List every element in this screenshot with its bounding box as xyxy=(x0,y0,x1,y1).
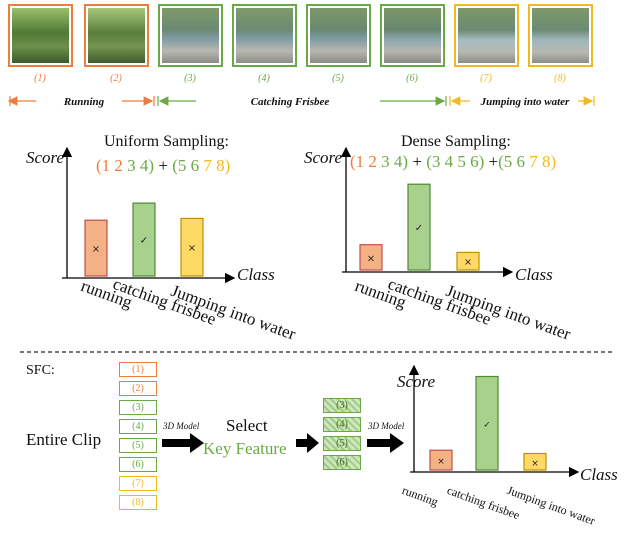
entire-clip-label: Entire Clip xyxy=(26,430,102,449)
model-label-1: 3D Model xyxy=(163,421,200,431)
sfc-chart: × ✓ × xyxy=(408,364,580,478)
check-icon: ✓ xyxy=(140,236,148,247)
frame-image xyxy=(458,8,515,63)
section-divider xyxy=(20,351,615,353)
clip-box: (2) xyxy=(119,381,157,396)
uniform-sequence: (1 2 3 4) + (5 6 7 8) xyxy=(96,156,230,176)
segment-label-jumping: Jumping into water xyxy=(480,96,570,108)
frame-label: (2) xyxy=(110,73,122,84)
bar-jumping xyxy=(456,251,480,271)
bar-running xyxy=(359,244,383,271)
uniform-chart: × ✓ × xyxy=(61,146,236,284)
segment-label-running: Running xyxy=(63,96,105,108)
clip-box: (4) xyxy=(119,419,157,434)
frame-image xyxy=(384,8,441,63)
frame-label: (8) xyxy=(554,73,566,84)
clip-box: (8) xyxy=(119,495,157,510)
sequence-token: (1 2 xyxy=(350,152,382,171)
arrow-icon xyxy=(367,433,404,453)
video-frame xyxy=(158,4,223,67)
sequence-token: (1 2 xyxy=(96,156,128,175)
sequence-token: (5 6 xyxy=(498,152,530,171)
arrow-icon xyxy=(296,433,319,453)
frame-image xyxy=(532,8,589,63)
dense-score-label: Score xyxy=(304,148,343,167)
cross-icon: × xyxy=(367,253,375,264)
sequence-token: + xyxy=(408,152,427,171)
key-feature-label: Key Feature xyxy=(203,439,287,458)
frame-label: (4) xyxy=(258,73,270,84)
video-frame xyxy=(232,4,297,67)
sequence-token: 3 4) xyxy=(127,156,155,175)
frame-label: (6) xyxy=(406,73,418,84)
dense-class-label: Class xyxy=(515,265,553,284)
video-frame xyxy=(8,4,73,67)
uniform-score-label: Score xyxy=(26,148,65,167)
bar-catching xyxy=(132,202,156,277)
dense-title: Dense Sampling: xyxy=(401,133,511,150)
cross-icon: × xyxy=(464,257,472,268)
cross-icon: × xyxy=(531,459,539,469)
sfc-score-label: Score xyxy=(397,372,436,391)
clip-box: (7) xyxy=(119,476,157,491)
key-feature-box: (5) xyxy=(323,436,361,451)
frame-image xyxy=(310,8,367,63)
sequence-token: + xyxy=(484,152,499,171)
bar-catching xyxy=(475,375,499,471)
video-frame xyxy=(84,4,149,67)
sequence-token: (5 6 xyxy=(172,156,204,175)
bar-running xyxy=(84,219,108,277)
sequence-token: (3 4 5 6) xyxy=(426,152,485,171)
video-frame xyxy=(528,4,593,67)
bar-jumping xyxy=(180,217,204,277)
video-frame xyxy=(454,4,519,67)
sfc-label: SFC: xyxy=(26,363,55,378)
clip-box: (1) xyxy=(119,362,157,377)
frame-label: (5) xyxy=(332,73,344,84)
video-frame xyxy=(380,4,445,67)
check-icon: ✓ xyxy=(415,223,423,234)
key-feature-box: (4) xyxy=(323,417,361,432)
sequence-token: 3 4) xyxy=(381,152,409,171)
frame-image xyxy=(12,8,69,63)
frame-label: (7) xyxy=(480,73,492,84)
clip-box: (6) xyxy=(119,457,157,472)
segment-label-catching: Catching Frisbee xyxy=(250,96,330,108)
clip-box: (3) xyxy=(119,400,157,415)
uniform-title: Uniform Sampling: xyxy=(104,133,229,150)
frame-image xyxy=(88,8,145,63)
frame-label: (1) xyxy=(34,73,46,84)
check-icon: ✓ xyxy=(483,420,491,430)
sequence-token: 7 8) xyxy=(203,156,231,175)
cross-icon: × xyxy=(188,243,196,254)
model-label-2: 3D Model xyxy=(368,421,405,431)
sequence-token: 7 8) xyxy=(529,152,557,171)
select-label: Select xyxy=(226,416,268,435)
cross-icon: × xyxy=(92,244,100,255)
sfc-class-label: Class xyxy=(580,465,618,484)
frame-image xyxy=(162,8,219,63)
dense-chart: × ✓ × xyxy=(340,146,514,278)
cross-icon: × xyxy=(437,457,445,467)
key-feature-box: (3) xyxy=(323,398,361,413)
frame-image xyxy=(236,8,293,63)
dense-sequence: (1 2 3 4) + (3 4 5 6) +(5 6 7 8) xyxy=(350,152,556,172)
clip-box: (5) xyxy=(119,438,157,453)
sequence-token: + xyxy=(154,156,173,175)
bar-running xyxy=(429,449,453,471)
bar-jumping xyxy=(523,452,547,471)
segment-brackets xyxy=(7,96,595,106)
arrow-icon xyxy=(162,433,204,453)
key-feature-box: (6) xyxy=(323,455,361,470)
frame-label: (3) xyxy=(184,73,196,84)
video-frame xyxy=(306,4,371,67)
bar-catching xyxy=(407,183,431,271)
uniform-class-label: Class xyxy=(237,265,275,284)
